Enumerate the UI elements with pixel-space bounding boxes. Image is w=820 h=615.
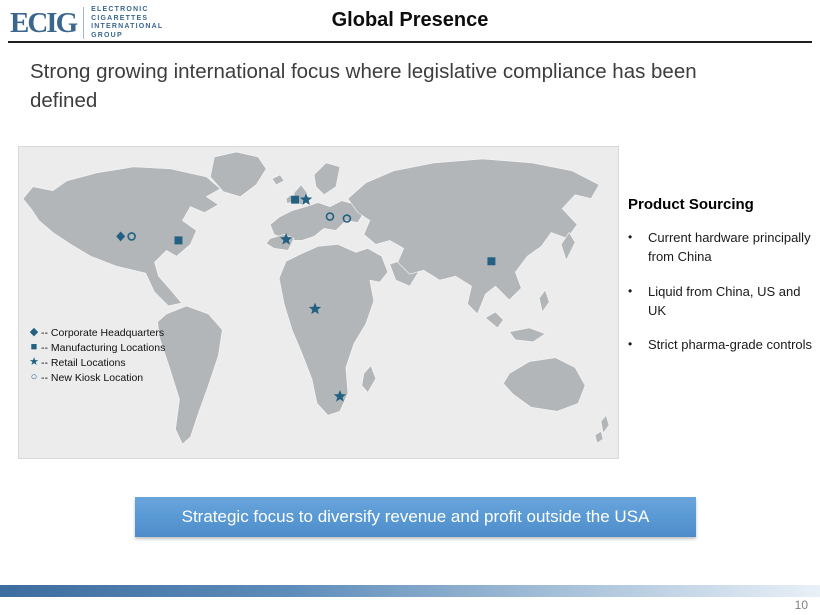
bullet-text: Strict pharma-grade controls: [648, 337, 813, 353]
manufacturing-marker: [291, 195, 300, 204]
continent-south-america: [157, 305, 223, 445]
bullet-text: Current hardware principally from China: [648, 230, 811, 264]
diamond-icon: ◆: [29, 326, 39, 338]
continent-new-zealand: [594, 414, 610, 444]
product-sourcing-title: Product Sourcing: [628, 196, 754, 213]
logo-line: INTERNATIONAL: [91, 23, 164, 30]
product-sourcing-list: • Current hardware principally from Chin…: [628, 229, 812, 355]
retail-marker: [308, 302, 322, 315]
square-icon: ■: [30, 341, 38, 353]
bullet-icon: •: [628, 283, 633, 298]
legend-label: -- New Kiosk Location: [41, 371, 144, 384]
company-logo: ECIG ELECTRONIC CIGARETTES INTERNATIONAL…: [10, 5, 163, 41]
retail-marker: [333, 389, 347, 402]
product-sourcing-panel: Product Sourcing • Current hardware prin…: [628, 196, 812, 371]
logo-line: GROUP: [91, 31, 123, 39]
manufacturing-marker: [174, 236, 183, 245]
logo-line: ELECTRONIC: [91, 6, 149, 13]
headline: Strong growing international focus where…: [30, 60, 697, 113]
continent-philippines: [538, 289, 550, 313]
world-map-svg: [22, 151, 610, 445]
strategy-banner-text: Strategic focus to diversify revenue and…: [181, 507, 650, 526]
logo-line: CIGARETTES: [91, 14, 149, 22]
kiosk-marker: [127, 232, 136, 241]
circle-icon: ○: [30, 371, 38, 383]
continent-indonesia: [508, 327, 546, 343]
continent-iceland: [271, 174, 285, 186]
star-icon: ★: [29, 356, 39, 368]
legend-label: -- Corporate Headquarters: [41, 326, 165, 339]
legend-label: -- Retail Locations: [41, 356, 126, 369]
header-divider: [8, 41, 812, 43]
bullet-text: Liquid from China, US and UK: [648, 283, 801, 318]
continent-australia: [503, 357, 586, 412]
legend-item-retail: ★ -- Retail Locations: [27, 355, 165, 370]
continent-greenland: [210, 151, 267, 198]
legend-item-kiosk: ○ -- New Kiosk Location: [27, 370, 165, 385]
footer-gradient-bar: [0, 585, 820, 597]
retail-marker: [299, 193, 313, 205]
legend-label: -- Manufacturing Locations: [41, 341, 166, 354]
continent-africa: [278, 244, 389, 416]
continent-malaya: [484, 311, 504, 329]
continent-japan: [560, 231, 576, 262]
list-item: • Strict pharma-grade controls: [628, 336, 812, 355]
logo-divider: [83, 7, 85, 39]
map-legend: ◆ -- Corporate Headquarters ■ -- Manufac…: [27, 325, 165, 385]
kiosk-marker: [325, 212, 335, 221]
manufacturing-marker: [487, 257, 496, 266]
page-title: Global Presence: [331, 9, 489, 31]
strategy-banner: Strategic focus to diversify revenue and…: [135, 497, 696, 537]
logo-text: ELECTRONIC CIGARETTES INTERNATIONAL GROU…: [91, 6, 163, 40]
logo-mark: ECIG: [10, 6, 78, 39]
world-map-panel: ◆ -- Corporate Headquarters ■ -- Manufac…: [18, 146, 619, 459]
retail-marker: [279, 232, 293, 245]
legend-item-manufacturing: ■ -- Manufacturing Locations: [27, 340, 166, 355]
continent-madagascar: [361, 365, 377, 393]
continent-scandinavia: [313, 162, 341, 196]
list-item: • Current hardware principally from Chin…: [628, 229, 812, 267]
continent-asia: [347, 158, 600, 315]
continent-iberia: [265, 234, 295, 251]
legend-item-corporate-hq: ◆ -- Corporate Headquarters: [27, 325, 165, 340]
bullet-icon: •: [628, 230, 633, 244]
page-number: 10: [794, 598, 808, 612]
kiosk-marker: [342, 214, 352, 223]
list-item: • Liquid from China, US and UK: [628, 283, 812, 321]
bullet-icon: •: [628, 337, 633, 352]
hq-marker: [116, 231, 126, 242]
